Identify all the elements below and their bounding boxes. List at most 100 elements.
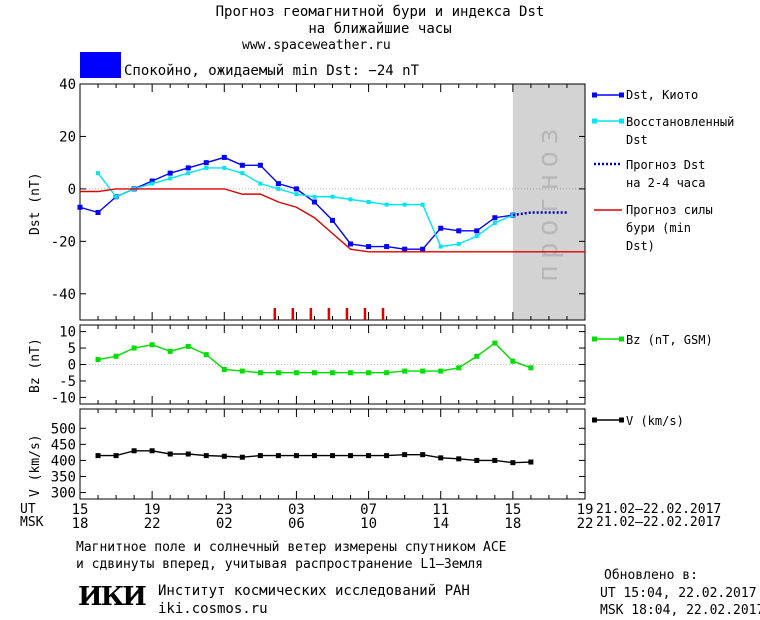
data-point [384, 453, 390, 459]
data-point [221, 366, 227, 372]
data-point [275, 370, 281, 376]
data-point [456, 456, 462, 462]
data-point [474, 353, 480, 359]
data-point [420, 246, 426, 252]
y-tick-label: -20 [51, 234, 76, 250]
data-point [384, 202, 389, 207]
y-tick-label: 450 [51, 437, 76, 453]
data-point [420, 368, 426, 374]
data-point [438, 244, 443, 249]
dst-ylabel: Dst (nT) [28, 172, 43, 235]
data-point [528, 459, 534, 465]
data-point [203, 160, 209, 166]
msk-tick-label: 02 [216, 516, 233, 532]
data-point [114, 194, 119, 199]
data-point [384, 370, 390, 376]
legend-storm-forecast: Прогноз силы бури (min Dst) [626, 203, 713, 253]
site-url[interactable]: www.spaceweather.ru [242, 38, 391, 53]
data-point [456, 228, 462, 234]
data-point [168, 176, 173, 181]
data-point [149, 448, 155, 454]
data-point [474, 228, 480, 234]
status-swatch [80, 52, 121, 78]
forecast-region [512, 84, 585, 320]
data-point [185, 343, 191, 349]
institute-site[interactable]: iki.cosmos.ru [158, 601, 268, 617]
legend-bz: Bz (nT, GSM) [626, 333, 713, 347]
legend-dst-kyoto: Dst, Киото [626, 88, 699, 102]
data-point [113, 453, 119, 459]
legend-marker [592, 118, 597, 124]
data-point [330, 370, 335, 376]
data-point [240, 171, 245, 176]
data-point [203, 453, 209, 459]
data-point [77, 204, 83, 210]
msk-date-range: 21.02–22.02.2017 [596, 515, 722, 530]
legend-dst-restored: Восстановленный Dst [626, 115, 735, 147]
data-point [293, 453, 299, 459]
data-point [113, 353, 119, 359]
data-point [348, 197, 353, 202]
legend-dst-forecast: Прогноз Dst на 2-4 часа [626, 158, 706, 190]
data-point [294, 192, 299, 197]
data-point [510, 460, 516, 466]
data-point [456, 365, 462, 371]
updated-msk: MSK 18:04, 22.02.2017 [600, 603, 760, 618]
data-point [420, 452, 426, 458]
legend-marker [592, 336, 597, 342]
msk-axis-label: MSK [20, 515, 44, 530]
y-tick-label: -10 [51, 390, 76, 406]
data-point [275, 181, 281, 187]
data-point [221, 154, 227, 160]
msk-tick-label: 14 [432, 516, 449, 532]
data-point [492, 457, 498, 463]
data-point [239, 162, 245, 168]
y-tick-label: 10 [59, 325, 76, 341]
legend-marker [592, 417, 597, 423]
y-tick-label: 0 [68, 182, 76, 198]
data-point [167, 348, 173, 354]
data-point [492, 215, 498, 221]
ut-tick-label: 23 [216, 502, 233, 518]
y-tick-label: 350 [51, 470, 76, 486]
y-tick-label: 0 [68, 358, 76, 374]
data-point [185, 451, 191, 457]
data-point [131, 345, 137, 351]
data-point [330, 194, 335, 199]
data-point [366, 453, 372, 459]
data-point [239, 368, 245, 374]
data-point [257, 162, 263, 168]
data-point [438, 225, 444, 231]
data-point [492, 220, 497, 225]
chart-title-line2: на ближайшие часы [308, 21, 452, 37]
y-tick-label: 400 [51, 453, 76, 469]
data-point [149, 342, 155, 348]
data-point [95, 453, 101, 459]
data-point [311, 199, 317, 205]
data-point [366, 200, 371, 204]
msk-tick-label: 18 [72, 516, 89, 532]
data-point [438, 455, 444, 461]
data-point [222, 165, 227, 170]
data-point [185, 165, 191, 171]
data-point [131, 448, 137, 454]
ut-tick-label: 15 [504, 502, 521, 518]
ut-date-range: 21.02–22.02.2017 [596, 502, 722, 517]
data-point [384, 244, 390, 250]
chart-title-line1: Прогноз геомагнитной бури и индекса Dst [215, 4, 545, 20]
data-point [474, 234, 479, 239]
msk-tick-label: 22 [577, 516, 594, 532]
ut-tick-label: 19 [577, 502, 594, 518]
bz-ylabel: Bz (nT) [28, 338, 43, 393]
msk-tick-label: 22 [144, 516, 161, 532]
data-point [239, 454, 245, 460]
data-point [275, 453, 281, 459]
data-point [420, 202, 425, 207]
data-point [330, 217, 335, 223]
data-point [402, 368, 408, 374]
data-point [311, 453, 317, 459]
series-line-1-0 [97, 342, 532, 374]
legend-marker [619, 336, 624, 342]
legend-marker [619, 92, 624, 98]
